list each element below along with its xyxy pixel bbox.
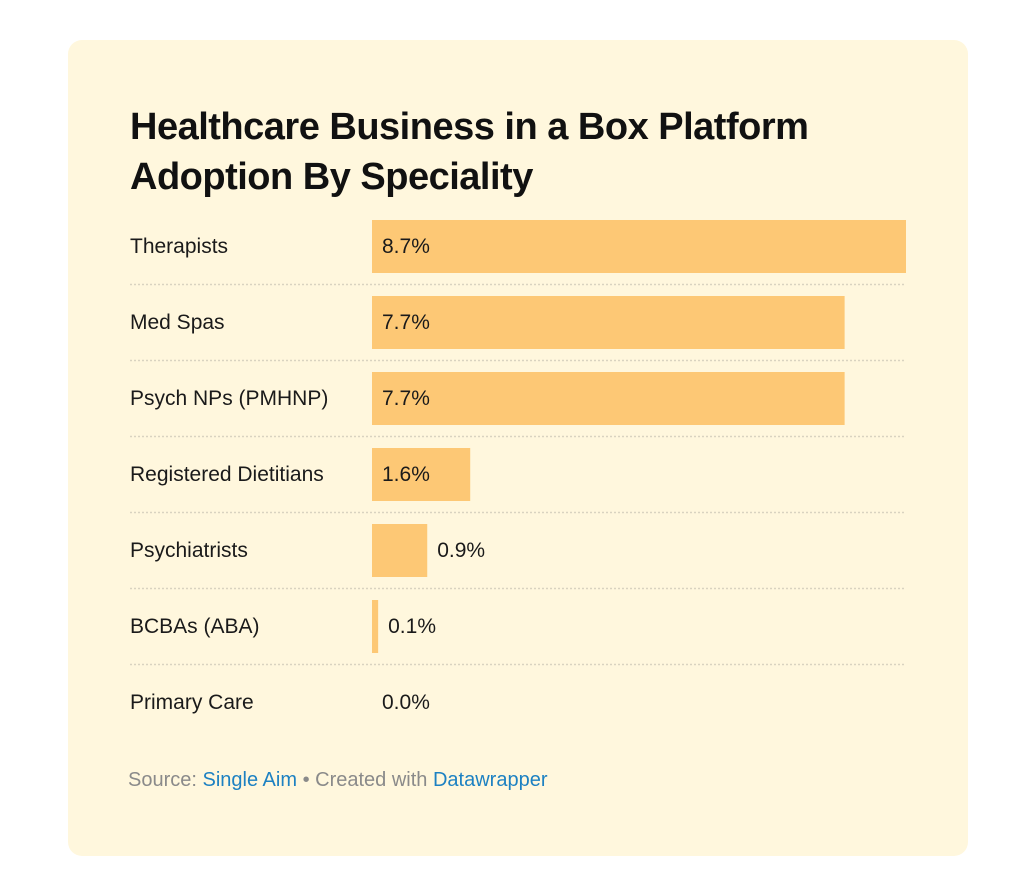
- value-label: 1.6%: [382, 463, 430, 486]
- created-prefix: Created with: [315, 769, 428, 791]
- bar: [372, 296, 845, 349]
- source-prefix: Source:: [128, 769, 197, 791]
- source-link[interactable]: Single Aim: [202, 769, 298, 791]
- category-label: BCBAs (ABA): [130, 615, 260, 638]
- category-label: Psychiatrists: [130, 539, 248, 562]
- category-label: Primary Care: [130, 691, 254, 714]
- chart-footer: Source: Single Aim • Created with Datawr…: [128, 769, 548, 792]
- value-label: 7.7%: [382, 311, 430, 334]
- category-label: Therapists: [130, 235, 228, 258]
- bar: [372, 448, 471, 501]
- bar: [372, 220, 906, 273]
- value-label: 7.7%: [382, 387, 430, 410]
- value-label: 0.1%: [388, 615, 436, 638]
- category-label: Psych NPs (PMHNP): [130, 387, 328, 410]
- value-label: 8.7%: [382, 235, 430, 258]
- category-label: Registered Dietitians: [130, 463, 324, 486]
- value-label: 0.0%: [382, 691, 430, 714]
- bar: [372, 524, 428, 577]
- bar: [372, 600, 379, 653]
- bar: [372, 372, 845, 425]
- chart-card: Therapists 8.7% Med Spas 7.7% Psych NPs (PMH…: [68, 40, 968, 856]
- bar-chart: Therapists 8.7% Med Spas 7.7% Psych NPs (PMH…: [130, 220, 906, 714]
- chart-title: Healthcare Business in a Box Platform Ad…: [130, 106, 809, 198]
- value-label: 0.9%: [437, 539, 485, 562]
- footer-separator: •: [302, 769, 310, 791]
- category-label: Med Spas: [130, 311, 225, 334]
- datawrapper-link[interactable]: Datawrapper: [432, 769, 548, 791]
